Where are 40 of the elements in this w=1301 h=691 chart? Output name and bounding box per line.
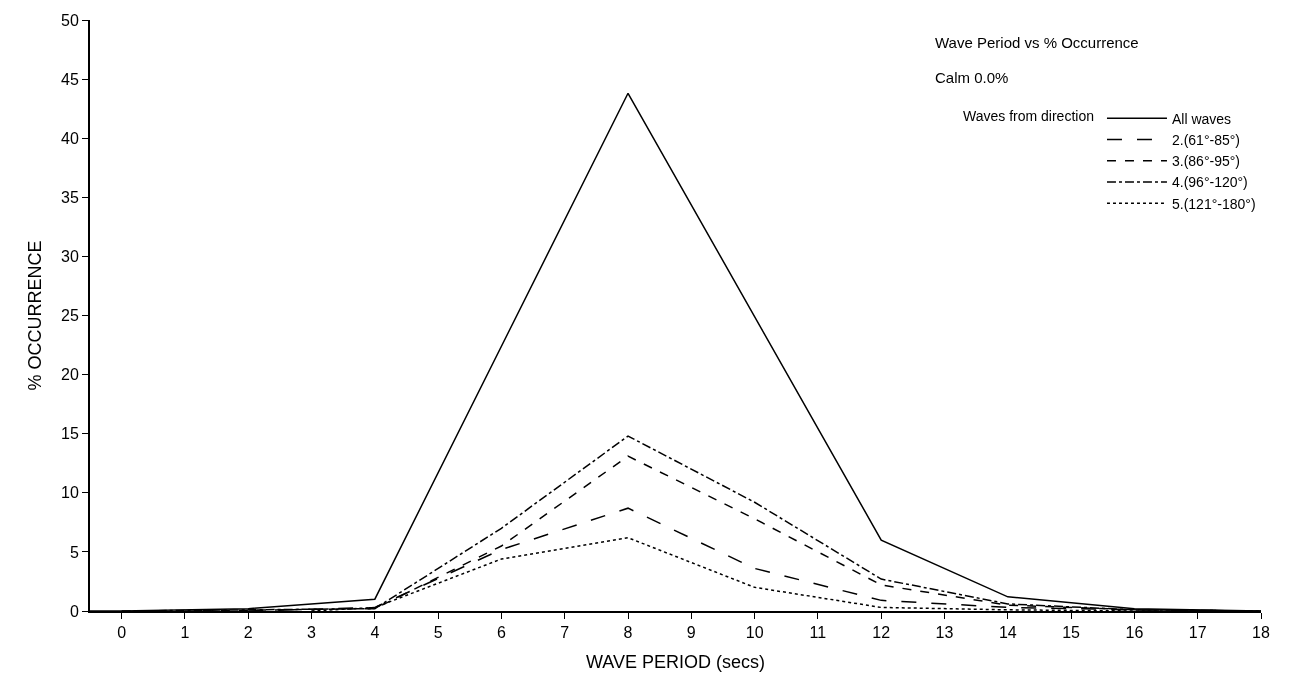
x-tick-label: 14	[998, 624, 1017, 642]
legend-label: All waves	[1171, 110, 1232, 127]
x-tick-label: 13	[935, 624, 954, 642]
x-tick-label: 12	[872, 624, 891, 642]
x-tick-label: 4	[370, 624, 380, 642]
x-tick-label: 11	[809, 624, 827, 642]
y-tick-label: 5	[69, 543, 79, 561]
x-tick-label: 10	[745, 624, 764, 642]
x-tick-label: 17	[1188, 624, 1207, 642]
y-tick-label: 20	[61, 366, 79, 384]
y-tick-label: 35	[61, 188, 79, 206]
legend-label: 4.(96°-120°)	[1171, 174, 1248, 191]
legend-title: Waves from direction	[963, 107, 1094, 124]
x-tick-label: 16	[1125, 624, 1144, 642]
y-tick-label: 40	[61, 129, 79, 147]
text: Calm 0.0%	[935, 69, 1009, 86]
y-tick-label: 25	[61, 307, 79, 325]
y-tick-label: 45	[61, 70, 79, 88]
x-tick-label: 2	[243, 624, 253, 642]
x-tick-label: 1	[180, 624, 190, 642]
x-tick-label: 7	[560, 624, 570, 642]
x-tick-label: 18	[1252, 624, 1270, 642]
x-tick-label: 0	[117, 624, 127, 642]
legend-label: 3.(86°-95°)	[1171, 153, 1240, 170]
x-axis-title: WAVE PERIOD (secs)	[585, 651, 766, 672]
x-tick-label: 3	[307, 624, 317, 642]
y-tick-label: 10	[61, 484, 79, 502]
x-tick-label: 8	[623, 624, 633, 642]
legend-label: 2.(61°-85°)	[1171, 132, 1240, 148]
x-tick-label: 15	[1062, 624, 1081, 642]
x-tick-label: 5	[433, 624, 443, 642]
legend-label: 5.(121°-180°)	[1171, 195, 1256, 212]
y-tick-label: 30	[61, 248, 79, 265]
y-tick-label: 0	[69, 602, 79, 620]
y-axis-title: % OCCURRENCE	[24, 240, 45, 391]
y-tick-label: 50	[61, 11, 79, 29]
x-tick-label: 6	[496, 624, 506, 642]
x-tick-label: 9	[686, 624, 696, 642]
y-tick-label: 15	[61, 425, 79, 443]
text: Wave Period vs % Occurrence	[935, 34, 1139, 51]
